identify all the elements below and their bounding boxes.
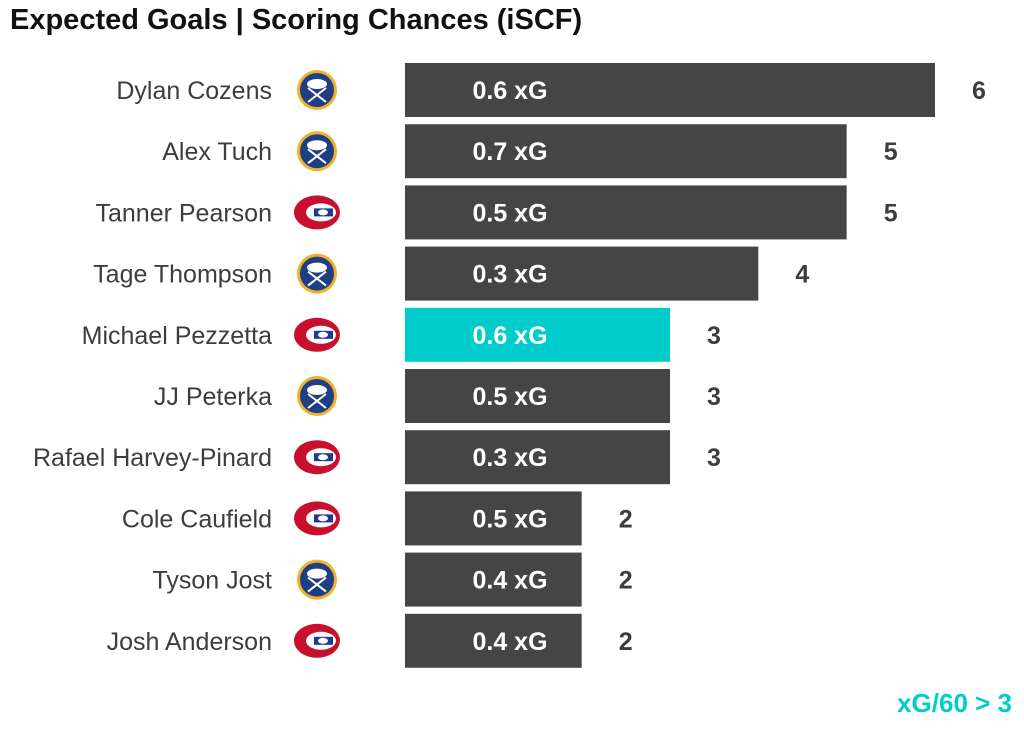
logo-buffalo: [307, 385, 327, 395]
bar-row: Rafael Harvey-Pinard 0.3 xG 3: [33, 430, 721, 485]
bar-row: Tanner Pearson 0.5 xG 5: [95, 185, 898, 240]
logo-inner-disc: [300, 562, 334, 597]
xg-label: 0.6 xG: [472, 322, 547, 350]
sabres-logo-icon: [297, 376, 337, 416]
sabres-logo-icon: [297, 70, 337, 110]
player-label: Alex Tuch: [162, 138, 272, 166]
logo-sword: [307, 576, 327, 593]
bar-row: Josh Anderson 0.4 xG 2: [107, 613, 633, 668]
xg-label: 0.5 xG: [472, 505, 547, 533]
player-label: Tage Thompson: [93, 261, 272, 289]
bar-row: Alex Tuch 0.7 xG 5: [162, 124, 898, 179]
value-label: 2: [619, 628, 633, 656]
bar: [405, 552, 582, 607]
bar: [405, 430, 670, 485]
logo-inner-disc: [300, 379, 334, 413]
value-label: 5: [884, 199, 898, 227]
value-label: 2: [619, 567, 633, 595]
value-label: 3: [707, 322, 721, 350]
canadiens-logo-icon: [294, 440, 340, 475]
bar: [405, 307, 670, 362]
logo-h: [318, 637, 328, 644]
bar: [405, 185, 847, 240]
sabres-logo-icon: [297, 559, 337, 600]
bar: [405, 124, 847, 179]
logo-h: [318, 454, 328, 461]
logo-sword: [307, 148, 327, 164]
player-label: Tanner Pearson: [95, 199, 272, 227]
value-label: 3: [707, 444, 721, 472]
logo-inner-disc: [300, 256, 334, 291]
sabres-logo-icon: [297, 131, 337, 172]
logo-buffalo: [307, 262, 327, 273]
value-label: 4: [795, 261, 809, 289]
logo-inner-disc: [300, 134, 334, 169]
canadiens-logo-icon: [294, 501, 340, 536]
player-label: Cole Caufield: [122, 505, 272, 533]
canadiens-logo-icon: [294, 317, 340, 352]
bar-row: JJ Peterka 0.5 xG 3: [154, 369, 721, 423]
sabres-logo-icon: [297, 253, 337, 294]
value-label: 5: [884, 138, 898, 166]
bar-row: Cole Caufield 0.5 xG 2: [122, 491, 633, 546]
bar-row: Tyson Jost 0.4 xG 2: [153, 552, 633, 607]
xg-label: 0.3 xG: [472, 444, 547, 472]
bar: [405, 369, 670, 423]
logo-h: [318, 515, 328, 522]
player-label: Michael Pezzetta: [82, 322, 272, 350]
bar-row: Dylan Cozens 0.6 xG 6: [116, 63, 986, 117]
footnote: xG/60 > 3: [897, 688, 1012, 718]
logo-h: [318, 331, 328, 338]
xg-label: 0.3 xG: [472, 261, 547, 289]
bar: [405, 63, 935, 117]
bar: [405, 491, 582, 546]
bar: [405, 613, 582, 668]
bar-row: Tage Thompson 0.3 xG 4: [93, 246, 809, 301]
logo-sword: [307, 270, 327, 287]
xg-label: 0.7 xG: [472, 138, 547, 166]
xg-label: 0.5 xG: [472, 383, 547, 411]
logo-inner-disc: [300, 73, 334, 107]
value-label: 3: [707, 383, 721, 411]
xg-label: 0.4 xG: [472, 567, 547, 595]
value-label: 2: [619, 505, 633, 533]
player-label: Dylan Cozens: [116, 77, 272, 105]
bar: [405, 246, 759, 301]
xg-label: 0.5 xG: [472, 199, 547, 227]
canadiens-logo-icon: [294, 195, 340, 230]
logo-buffalo: [307, 79, 327, 89]
canadiens-logo-icon: [294, 623, 340, 658]
player-label: Tyson Jost: [153, 567, 273, 595]
chart-title: Expected Goals | Scoring Chances (iSCF): [10, 4, 583, 36]
xg-label: 0.4 xG: [472, 628, 547, 656]
bar-row: Michael Pezzetta 0.6 xG 3: [82, 307, 721, 362]
player-label: Rafael Harvey-Pinard: [33, 444, 272, 472]
value-label: 6: [972, 77, 986, 105]
player-label: JJ Peterka: [154, 383, 272, 411]
player-label: Josh Anderson: [107, 628, 272, 656]
logo-h: [318, 209, 328, 216]
xg-label: 0.6 xG: [472, 77, 547, 105]
logo-buffalo: [307, 568, 327, 579]
logo-sword: [307, 393, 327, 409]
logo-sword: [307, 87, 327, 103]
logo-buffalo: [307, 140, 327, 151]
